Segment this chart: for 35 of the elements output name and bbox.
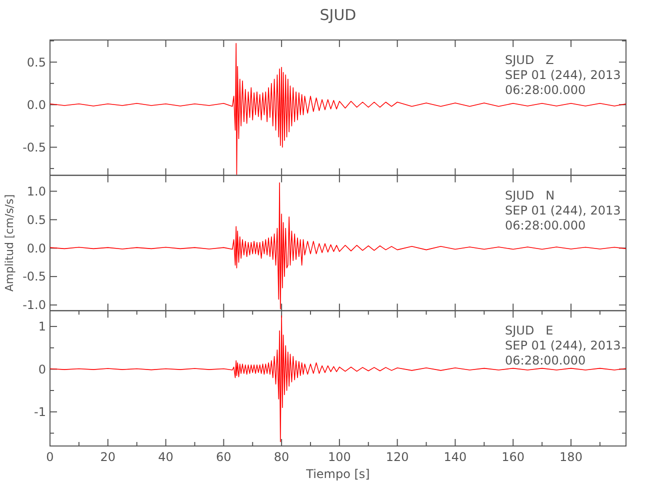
line-series [50, 43, 626, 175]
annotation: SJUD E [505, 324, 554, 338]
x-tick-label: 20 [100, 450, 116, 464]
y-tick-label: 0.5 [26, 55, 46, 70]
annotation: 06:28:00.000 [505, 354, 586, 368]
annotation: 06:28:00.000 [505, 83, 586, 97]
x-tick-label: 180 [560, 450, 582, 464]
annotation: SJUD N [505, 188, 555, 202]
x-tick-label: 160 [502, 450, 525, 464]
y-tick-label: 1 [38, 320, 46, 334]
annotation: 06:28:00.000 [505, 218, 586, 232]
x-tick-label: 60 [216, 450, 232, 464]
annotation: SEP 01 (244), 2013 [505, 68, 621, 82]
y-tick-label: -1 [34, 405, 46, 420]
x-axis-title: Tiempo [s] [305, 467, 370, 481]
x-tick-label: 140 [444, 450, 467, 464]
y-tick-label: 0 [38, 362, 46, 376]
y-tick-label: 1.0 [26, 184, 46, 198]
y-axis-title: Amplitud [cm/s/s] [2, 194, 16, 292]
annotation: SJUD Z [505, 53, 554, 67]
x-tick-label: 100 [328, 450, 351, 464]
annotation: SEP 01 (244), 2013 [505, 203, 621, 218]
line-series [50, 315, 626, 442]
chart-title: SJUD [320, 6, 356, 24]
line-series [50, 182, 626, 310]
y-tick-label: -0.5 [22, 140, 46, 154]
x-tick-label: 80 [274, 450, 290, 464]
annotation: SEP 01 (244), 2013 [505, 338, 621, 353]
y-tick-label: 0.0 [26, 98, 46, 112]
x-tick-label: 40 [158, 450, 174, 464]
y-tick-label: -1.0 [22, 298, 46, 312]
y-tick-label: 0.5 [26, 212, 46, 227]
x-tick-label: 120 [386, 450, 409, 464]
y-tick-label: 0.0 [26, 241, 46, 256]
y-tick-label: -0.5 [22, 270, 46, 284]
